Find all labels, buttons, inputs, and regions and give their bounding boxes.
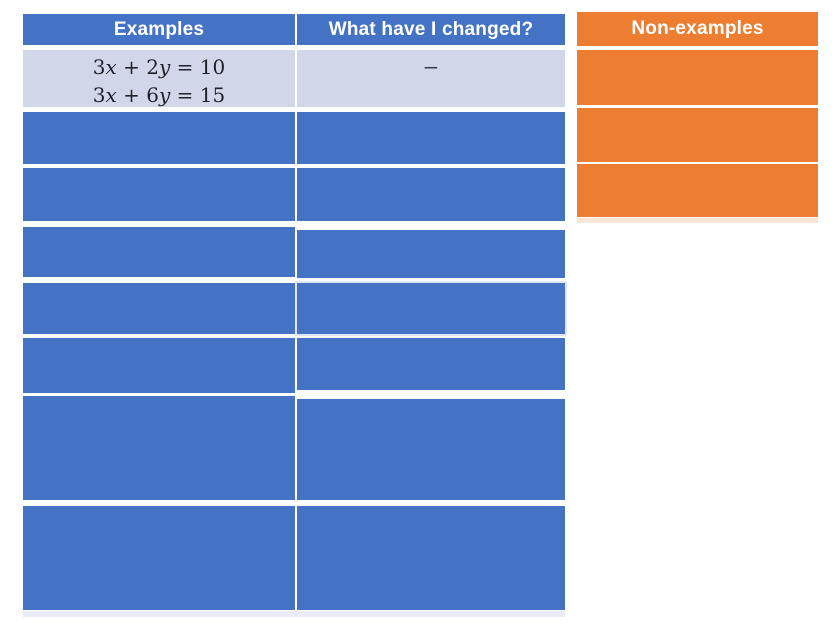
empty-examples-cell — [23, 506, 295, 610]
what-changed-column-header: What have I changed? — [297, 14, 565, 45]
empty-examples-cell — [23, 112, 295, 164]
empty-changed-cell — [297, 112, 565, 164]
empty-changed-cell — [297, 506, 565, 610]
empty-example-row — [23, 506, 565, 610]
examples-table-bottom-strip — [23, 611, 565, 617]
first-example-row: 3x + 2y = 10 3x + 6y = 15 − — [23, 50, 565, 107]
non-examples-table-bottom-strip — [577, 218, 818, 223]
empty-changed-cell — [297, 168, 565, 221]
empty-non-example-row — [577, 108, 818, 162]
empty-example-row — [23, 396, 565, 500]
empty-examples-cell — [23, 396, 295, 500]
empty-example-row — [23, 112, 565, 164]
examples-column-header: Examples — [23, 14, 295, 45]
empty-non-example-row — [577, 50, 818, 105]
empty-examples-cell — [23, 283, 295, 334]
non-examples-table: Non-examples — [577, 0, 818, 225]
empty-changed-cell — [297, 338, 565, 390]
equation-line-1: 3x + 2y = 10 — [92, 55, 226, 79]
empty-examples-cell — [23, 338, 295, 393]
changed-dash-cell: − — [297, 50, 565, 107]
examples-table: Examples What have I changed? 3x + 2y = … — [23, 0, 565, 620]
empty-example-row — [23, 168, 565, 221]
empty-examples-cell — [23, 227, 295, 277]
equation-line-2: 3x + 6y = 15 — [92, 83, 226, 107]
empty-changed-cell — [297, 399, 565, 500]
empty-example-row — [23, 227, 565, 278]
empty-examples-cell — [23, 168, 295, 221]
non-examples-header: Non-examples — [577, 12, 818, 46]
empty-non-example-row — [577, 164, 818, 217]
empty-example-row — [23, 338, 565, 393]
empty-example-row — [23, 283, 565, 334]
empty-changed-cell — [297, 230, 565, 278]
examples-header-row: Examples What have I changed? — [23, 14, 565, 45]
empty-changed-cell — [297, 283, 565, 334]
example-equations-cell: 3x + 2y = 10 3x + 6y = 15 — [23, 50, 295, 107]
